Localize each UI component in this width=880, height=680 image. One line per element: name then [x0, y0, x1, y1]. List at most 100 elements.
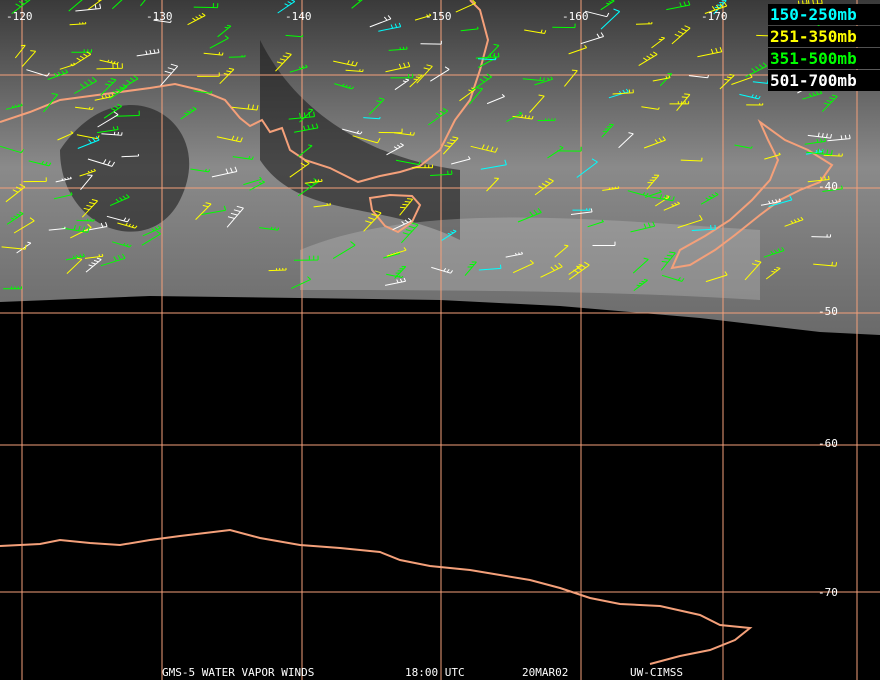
wind-barb [804, 137, 826, 145]
wind-barb [57, 131, 74, 141]
wind-barb [592, 241, 616, 246]
wind-barb [288, 111, 315, 120]
wind-barb [216, 135, 243, 143]
wind-barb [80, 174, 93, 191]
wind-barb [540, 262, 563, 278]
latitude-label: -70 [818, 586, 838, 599]
wind-barb [431, 266, 454, 274]
wind-barb [101, 131, 123, 136]
wind-barb [334, 83, 355, 90]
wind-barb [411, 164, 433, 169]
wind-barb [764, 152, 781, 160]
wind-barb [680, 157, 703, 162]
wind-barb [97, 111, 119, 128]
wind-barb [632, 257, 649, 274]
wind-barb [784, 216, 804, 227]
wind-barb [557, 146, 582, 152]
wind-barb [53, 191, 73, 200]
wind-barb [117, 222, 138, 229]
wind-barb [627, 190, 649, 197]
wind-barb [731, 73, 753, 85]
wind-barb [5, 103, 23, 110]
wind-barb [534, 178, 554, 196]
wind-barb [363, 116, 381, 120]
wind-barb [23, 177, 47, 183]
wind-barb [652, 75, 671, 82]
wind-barb [333, 60, 358, 67]
legend-label: 351-500mb [770, 49, 857, 68]
wind-barb [414, 13, 432, 21]
wind-barb [394, 78, 410, 91]
wind-barb [190, 168, 211, 173]
wind-barb [13, 217, 35, 234]
wind-barb [416, 64, 433, 84]
wind-barb [484, 43, 500, 61]
wind-barb [676, 93, 691, 112]
wind-barb [552, 23, 576, 29]
footer-text: 18:00 UTC [405, 666, 465, 679]
coastlines [0, 0, 834, 665]
wind-barb [180, 106, 197, 120]
wind-barb [746, 103, 764, 106]
legend-label: 150-250mb [770, 5, 857, 24]
wind-barb [576, 158, 598, 178]
wind-barb [651, 36, 665, 49]
legend-background [768, 26, 880, 47]
wind-barb [677, 214, 703, 229]
wind-barb [294, 123, 319, 133]
longitude-label: -170 [701, 10, 728, 23]
wind-barb [572, 208, 591, 211]
wind-barb [638, 51, 658, 67]
wind-barb [587, 219, 604, 228]
legend-label: 501-700mb [770, 71, 857, 90]
wind-barb [73, 76, 97, 94]
wind-barb [705, 271, 728, 283]
wind-barb [289, 64, 308, 73]
wind-barb [760, 198, 781, 206]
wind-barb [765, 267, 781, 280]
wind-barb [99, 59, 119, 65]
wind-barb [643, 136, 666, 149]
wind-barb [744, 260, 762, 281]
wind-barb [96, 63, 123, 70]
longitude-label: -130 [146, 10, 173, 23]
longitude-label: -120 [6, 10, 33, 23]
wind-barb [65, 253, 85, 261]
wind-barb [26, 69, 50, 77]
wind-barb [109, 194, 130, 207]
wind-barb [195, 202, 212, 220]
wind-barb [394, 131, 415, 136]
wind-barb [299, 108, 314, 123]
wind-barb [71, 49, 92, 53]
wind-barb [85, 257, 102, 273]
wind-barb [69, 21, 87, 26]
wind-barb [203, 52, 224, 56]
wind-barb [635, 22, 653, 25]
wind-barb [601, 123, 614, 138]
wind-barb [688, 75, 709, 79]
footer-text: UW-CIMSS [630, 666, 683, 679]
wind-barb [6, 211, 24, 225]
wind-barb [217, 24, 232, 38]
wind-barb [671, 25, 691, 45]
wind-barb [661, 274, 685, 282]
wind-barb [5, 183, 26, 203]
wind-barb [568, 44, 588, 55]
wind-barb [187, 12, 206, 26]
wind-barb [111, 0, 123, 10]
wind-barb [70, 223, 92, 239]
wind-barb [442, 136, 459, 155]
wind-barb [386, 142, 404, 156]
wind-barbs [0, 0, 851, 292]
wind-barb [386, 273, 404, 278]
wind-barb [249, 180, 265, 191]
wind-barb [1, 244, 27, 250]
wind-barb [68, 0, 83, 12]
wind-barb [633, 279, 648, 292]
wind-barb [827, 134, 851, 142]
wind-barb [385, 61, 411, 73]
wind-barb [468, 87, 483, 105]
wind-barb [486, 94, 505, 105]
wind-barb [332, 241, 356, 260]
